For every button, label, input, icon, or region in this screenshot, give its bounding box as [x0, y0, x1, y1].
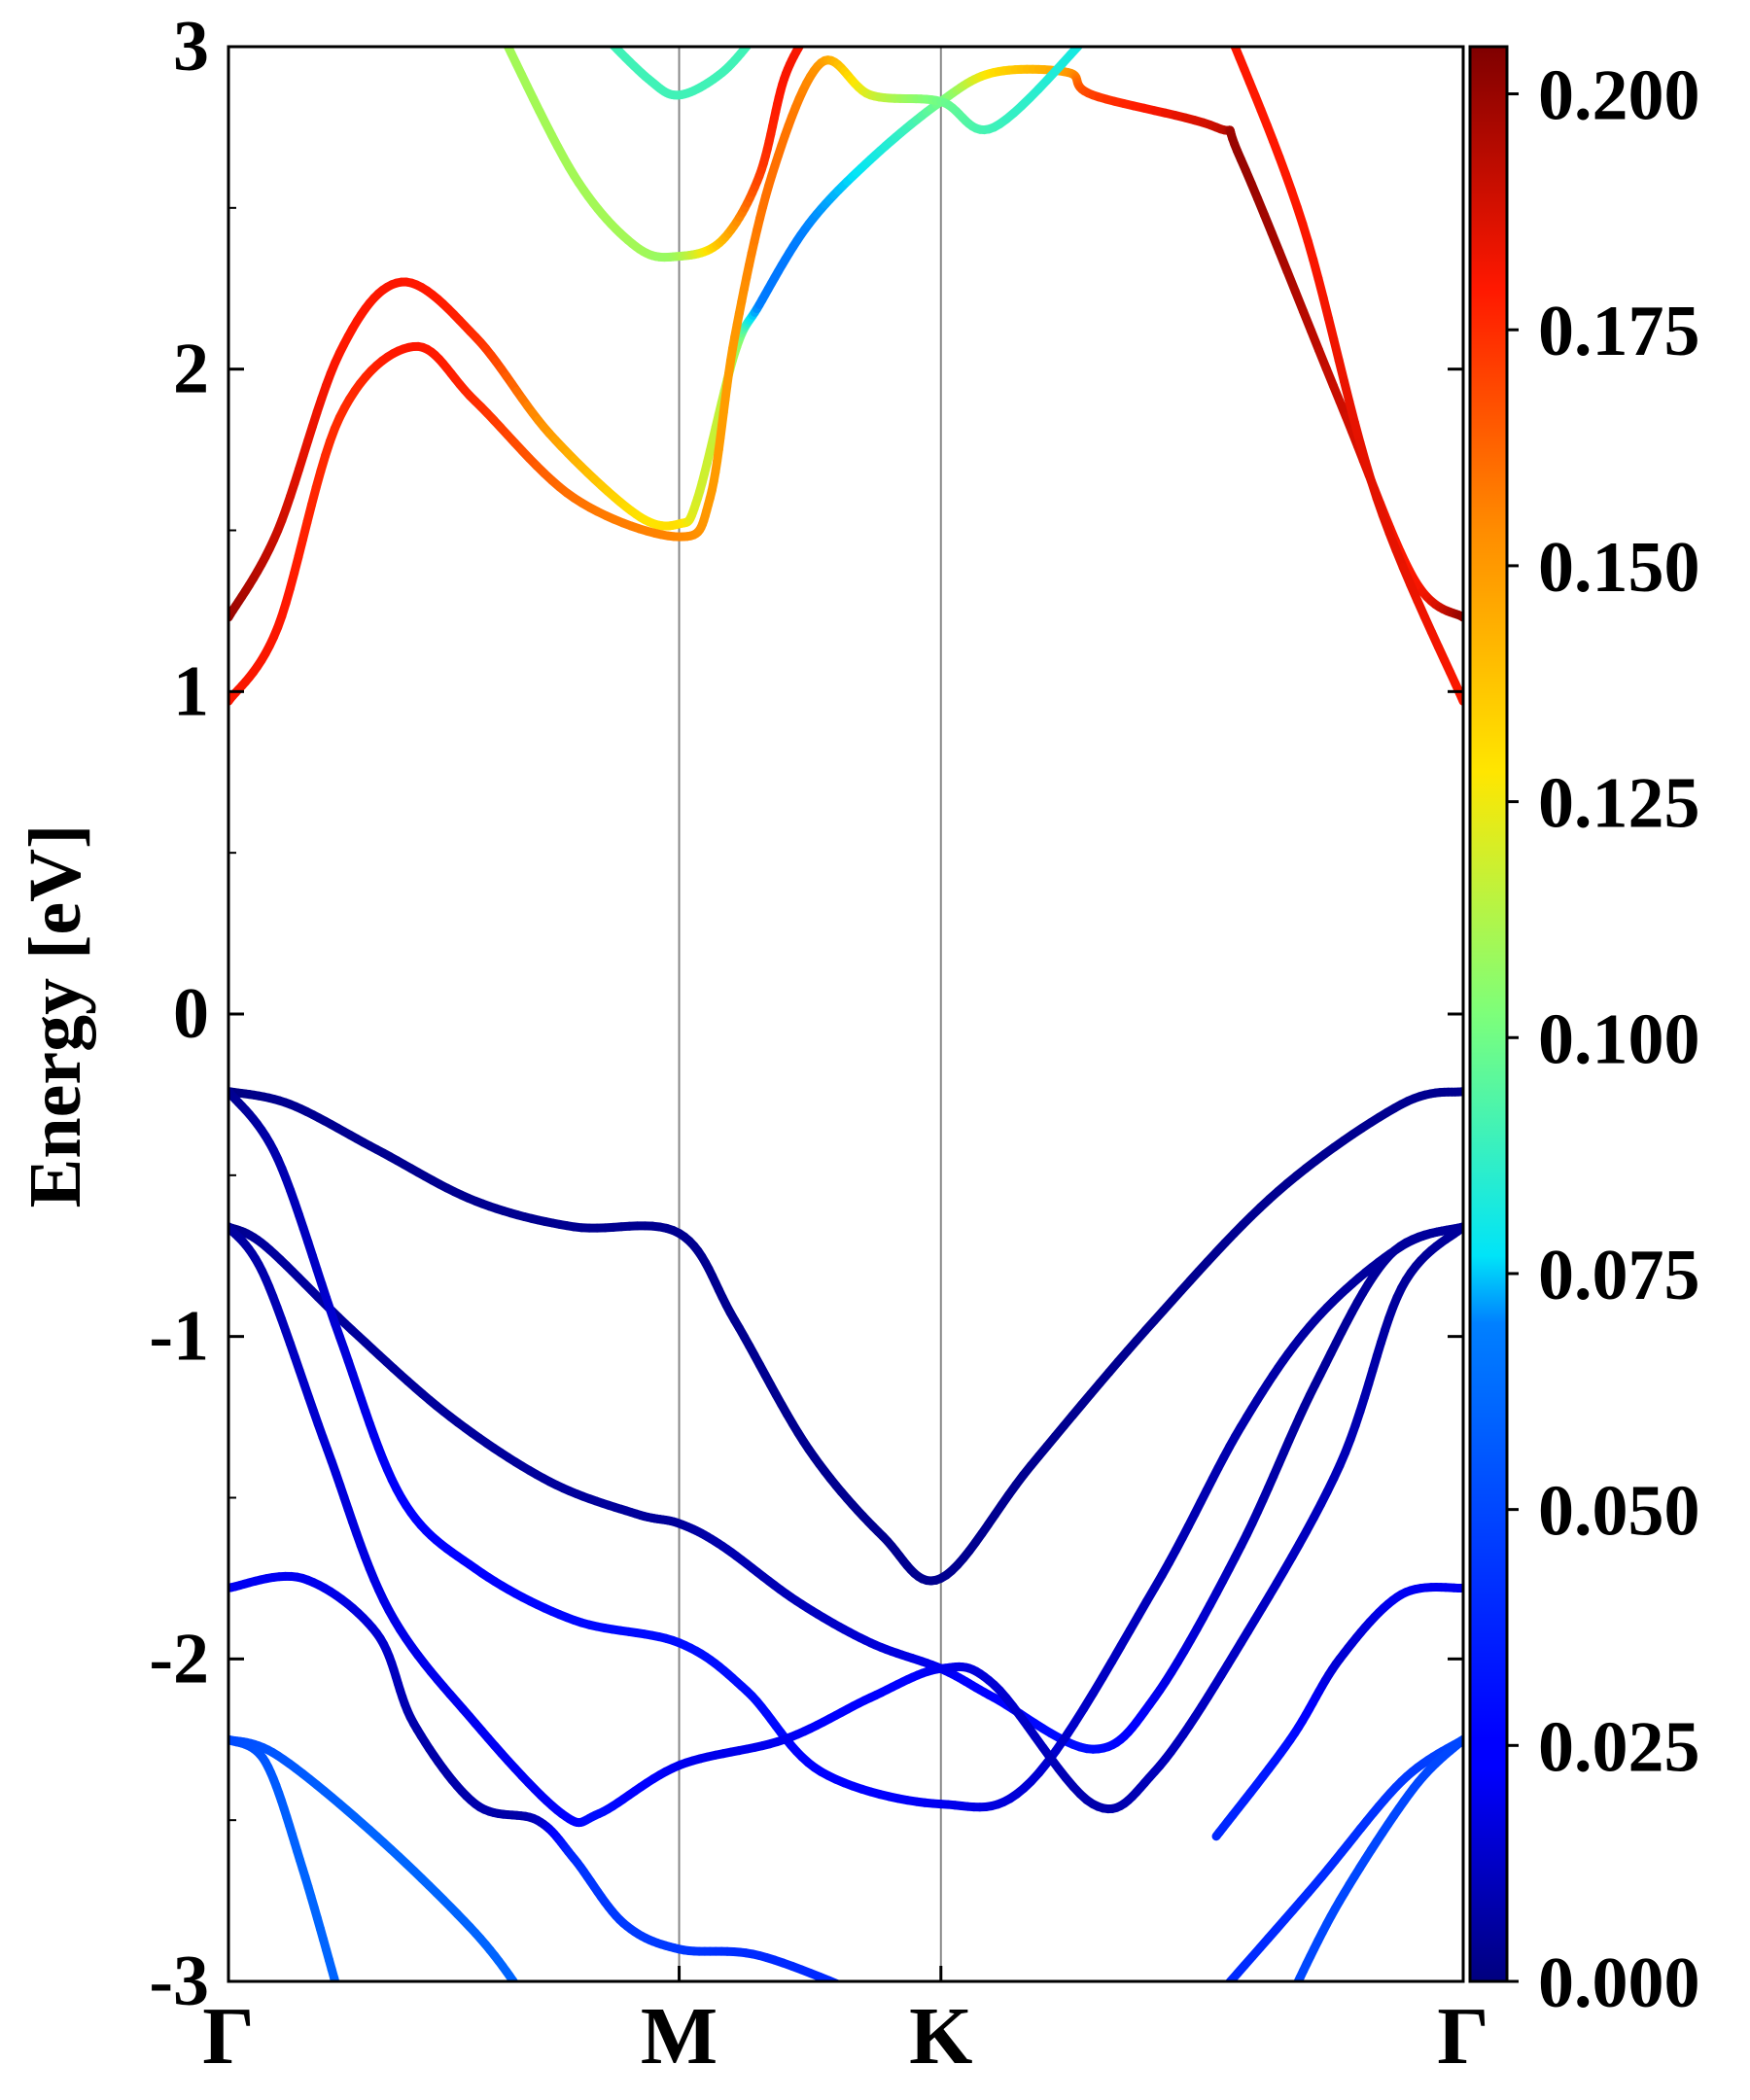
- band-2: [228, 1087, 1463, 1812]
- band-14-segment: [756, 32, 758, 34]
- x-tick-label: Γ: [202, 1991, 254, 2082]
- band-14-segment: [599, 30, 601, 32]
- band-14-segment: [607, 38, 611, 42]
- band-8-segment: [338, 1992, 340, 1997]
- y-tick-label: -2: [149, 1619, 209, 1698]
- band-8-segment: [330, 1974, 340, 1981]
- band-lines: [228, 30, 1463, 1998]
- band-9-segment: [1293, 1978, 1302, 1981]
- band-14: [599, 30, 760, 100]
- band-13-segment: [803, 37, 805, 40]
- colorbar-tick-label: 0.125: [1538, 764, 1700, 844]
- band-14-segment: [601, 33, 604, 36]
- band-14-segment: [752, 37, 753, 40]
- band-9-segment: [1290, 1994, 1292, 1998]
- band-7-segment: [1216, 1993, 1220, 1998]
- band-6-segment: [512, 1979, 519, 1981]
- band-8-segment: [335, 1980, 337, 1981]
- y-tick-label: 1: [173, 651, 209, 731]
- x-tick-label: Γ: [1437, 1991, 1488, 2082]
- colorbar-tick-label: 0.025: [1538, 1707, 1700, 1787]
- band-6-segment: [518, 1988, 520, 1992]
- band-8: [228, 1734, 340, 1997]
- band-4-segment: [860, 1993, 866, 1995]
- band-4-segment: [866, 1996, 871, 1998]
- y-tick-label: -1: [149, 1297, 209, 1377]
- band-13-segment: [500, 30, 503, 36]
- kpath-separators: [678, 47, 942, 1981]
- x-tick-label: K: [909, 1991, 972, 2082]
- band-13-segment: [503, 47, 511, 50]
- band-5: [1211, 1583, 1463, 1841]
- colorbar-tick-label: 0.050: [1538, 1472, 1700, 1552]
- y-axis-title: Energy [eV]: [15, 824, 96, 1208]
- band-14-segment: [746, 47, 752, 48]
- x-tick-label: M: [641, 1991, 718, 2082]
- band-0: [228, 1087, 1463, 1586]
- band-4-segment: [834, 1979, 843, 1981]
- colorbar-tick-label: 0.075: [1538, 1236, 1700, 1315]
- band-13-segment: [802, 40, 804, 43]
- band-13-segment: [807, 32, 808, 34]
- band-4-segment: [854, 1991, 860, 1994]
- band-9: [1290, 1734, 1463, 1998]
- colorbar-tick-label: 0.150: [1538, 528, 1700, 608]
- colorbar-tick-label: 0.000: [1538, 1943, 1700, 2023]
- colorbar-ticks: 0.000 0.025 0.050 0.075 0.100 0.125 0.150 0.175…: [1507, 56, 1700, 2023]
- band-1: [228, 1222, 1463, 1754]
- band-12: [1229, 30, 1463, 706]
- band-4: [228, 1571, 871, 1998]
- band-4-segment: [846, 1987, 854, 1990]
- y-tick-label: -3: [149, 1942, 209, 2021]
- band-7: [1216, 1734, 1463, 1998]
- band-11-segment: [1089, 30, 1093, 34]
- band-6-segment: [523, 1995, 525, 1998]
- band-7-segment: [1220, 1987, 1225, 1993]
- colorbar-gradient: [1468, 45, 1509, 1983]
- band-12-segment: [1229, 30, 1232, 38]
- colorbar-tick-label: 0.200: [1538, 56, 1700, 136]
- band-3: [228, 1222, 1463, 1828]
- band-13-segment: [795, 47, 805, 51]
- band-14-segment: [758, 30, 760, 32]
- band-13-segment: [805, 34, 806, 36]
- y-tick-label: 3: [173, 7, 209, 87]
- band-9-segment: [1292, 1989, 1294, 1994]
- band-6-segment: [521, 1992, 523, 1995]
- band-13: [500, 30, 809, 262]
- colorbar-tick-label: 0.100: [1538, 999, 1700, 1079]
- colorbar: 0.000 0.025 0.050 0.075 0.100 0.125 0.150 0.175…: [1468, 45, 1700, 2023]
- y-tick-label: 0: [173, 974, 209, 1054]
- y-tick-label: 2: [173, 330, 209, 409]
- band-14-segment: [608, 47, 618, 51]
- band-11-segment: [1083, 35, 1088, 41]
- band-14-segment: [754, 34, 756, 37]
- colorbar-tick-label: 0.175: [1538, 292, 1700, 371]
- band-11: [228, 30, 1093, 706]
- y-axis-ticks: -3 -2 -1 0 1 2 3: [149, 7, 1463, 2021]
- band-14-segment: [604, 35, 607, 38]
- band-13-segment: [808, 30, 809, 32]
- plot-frame: [227, 45, 1465, 1983]
